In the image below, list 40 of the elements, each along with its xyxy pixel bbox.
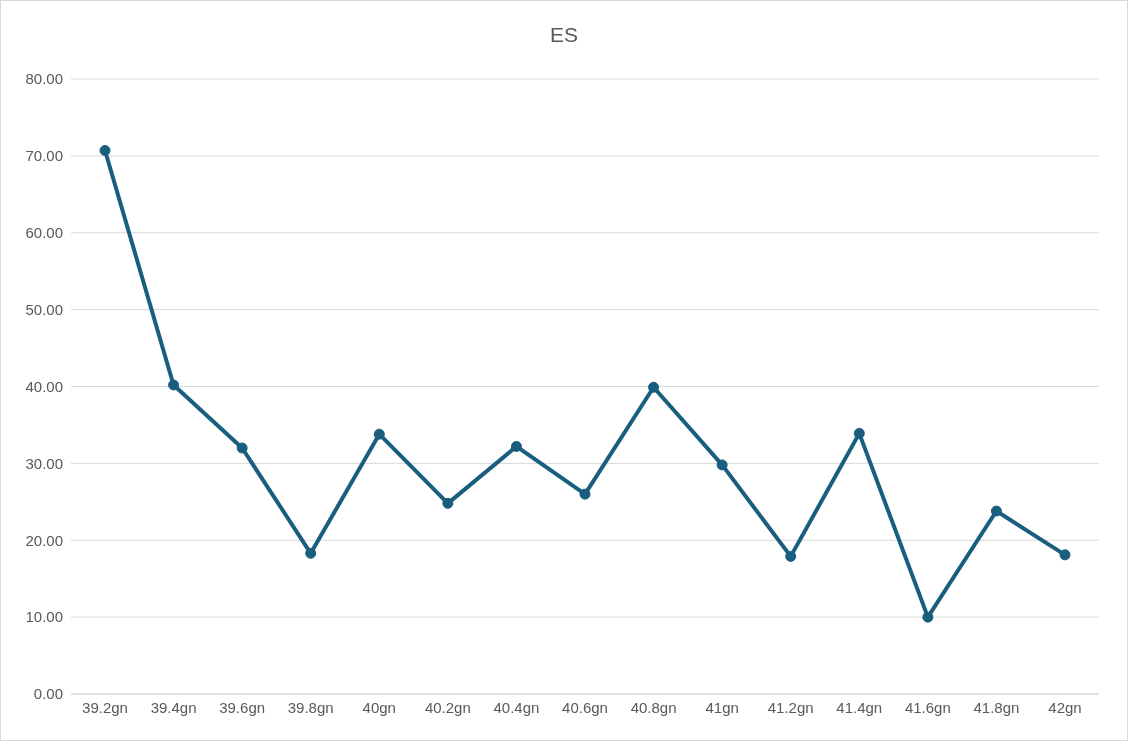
x-tick-label: 40.8gn — [630, 698, 677, 716]
x-tick-label: 40.6gn — [562, 698, 608, 716]
y-tick-label: 80.00 — [25, 70, 63, 88]
y-tick-label: 0.00 — [33, 685, 63, 703]
point — [373, 428, 385, 440]
x-tick-label: 42gn — [1048, 698, 1082, 716]
chart-title: ES — [549, 23, 579, 47]
x-tick-label: 41gn — [705, 698, 739, 716]
point — [305, 547, 317, 559]
x-tick-label: 39.2gn — [82, 698, 128, 716]
x-tick-label: 41.4gn — [836, 698, 883, 716]
x-tick-label: 39.6gn — [219, 698, 266, 716]
y-tick-label: 10.00 — [25, 608, 63, 626]
x-tick-label: 41.6gn — [904, 698, 951, 716]
x-tick-label: 40gn — [362, 698, 396, 716]
point — [853, 427, 865, 439]
point — [442, 497, 454, 509]
point — [99, 144, 111, 156]
y-tick-label: 70.00 — [25, 147, 63, 165]
point — [168, 379, 180, 391]
point — [510, 440, 522, 452]
x-tick-label: 39.4gn — [150, 698, 197, 716]
point — [716, 459, 728, 471]
point — [648, 381, 660, 393]
x-tick-label: 40.4gn — [493, 698, 540, 716]
y-tick-label: 50.00 — [25, 300, 63, 318]
y-tick-label: 20.00 — [25, 531, 63, 549]
point — [922, 611, 934, 623]
y-tick-label: 30.00 — [25, 454, 63, 472]
y-tick-label: 40.00 — [25, 377, 63, 395]
point — [579, 488, 591, 500]
point — [236, 442, 248, 454]
x-tick-label: 41.8gn — [973, 698, 1020, 716]
point — [990, 505, 1002, 517]
x-tick-label: 39.8gn — [287, 698, 334, 716]
x-tick-label: 40.2gn — [424, 698, 471, 716]
x-tick-label: 41.2gn — [767, 698, 814, 716]
point — [1059, 549, 1071, 561]
y-tick-label: 60.00 — [25, 224, 63, 242]
point — [785, 550, 797, 562]
